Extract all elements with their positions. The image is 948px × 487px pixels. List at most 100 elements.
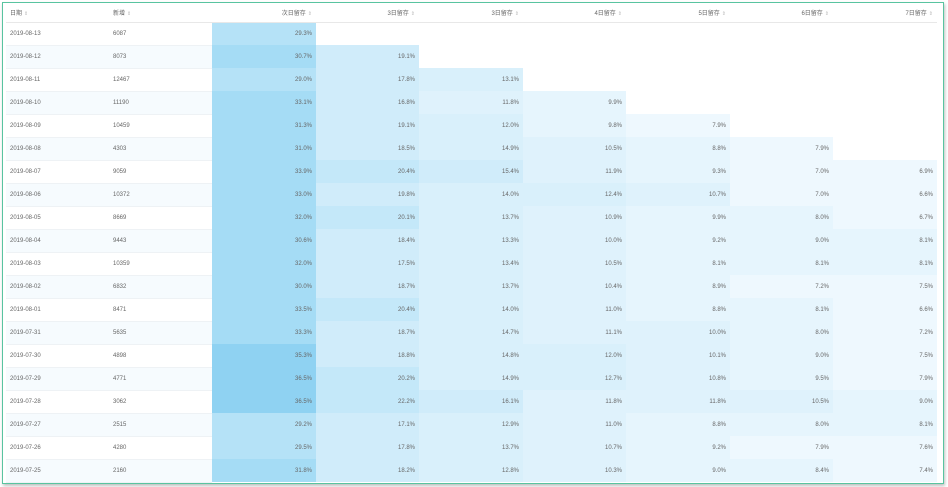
retention-cell: 22.2% xyxy=(316,390,419,413)
table-row[interactable]: 2019-08-08 4303 31.0% 18.5% 14.9% 10.5% 8.8% 7.… xyxy=(6,137,937,161)
table-row[interactable]: 2019-08-05 8669 32.0% 20.1% 13.7% 10.9% 9.9% 8.… xyxy=(6,206,937,230)
column-header[interactable]: 3日留存 ⇕ xyxy=(316,3,419,23)
table-row[interactable]: 2019-07-30 4898 35.3% 18.8% 14.8% 12.0% 10.1% 9… xyxy=(6,344,937,368)
retention-cell xyxy=(730,68,833,91)
sort-icon[interactable]: ⇕ xyxy=(410,10,415,17)
retention-cell xyxy=(833,22,937,45)
retention-cell xyxy=(419,45,523,68)
column-header[interactable]: 7日留存 ⇕ xyxy=(833,3,937,23)
retention-cell: 6.9% xyxy=(833,160,937,183)
retention-cell: 14.9% xyxy=(419,367,523,390)
date-cell: 2019-08-13 xyxy=(6,22,109,46)
sort-icon[interactable]: ⇕ xyxy=(307,10,312,17)
retention-cell: 13.1% xyxy=(419,68,523,91)
column-header[interactable]: 日期 ⇕ xyxy=(6,3,109,23)
table-row[interactable]: 2019-08-03 10359 32.0% 17.5% 13.4% 10.5% 8.1% 8… xyxy=(6,252,937,276)
table-row[interactable]: 2019-07-28 3062 36.5% 22.2% 16.1% 11.8% 11.8% 1… xyxy=(6,390,937,414)
sort-icon[interactable]: ⇕ xyxy=(514,10,519,17)
retention-cell xyxy=(316,22,419,45)
retention-cell: 31.0% xyxy=(212,137,316,160)
retention-cell: 9.9% xyxy=(523,91,626,114)
date-cell: 2019-08-12 xyxy=(6,45,109,69)
table-row[interactable]: 2019-08-13 6087 29.3% xyxy=(6,22,937,46)
retention-cell: 33.5% xyxy=(212,298,316,321)
table-row[interactable]: 2019-07-26 4280 29.5% 17.8% 13.7% 10.7% 9.2% 7.… xyxy=(6,436,937,460)
retention-cell: 9.0% xyxy=(730,344,833,367)
retention-cell: 14.0% xyxy=(419,298,523,321)
retention-cell: 12.8% xyxy=(419,459,523,482)
sort-icon[interactable]: ⇕ xyxy=(928,10,933,17)
retention-cell xyxy=(626,68,730,91)
retention-cell xyxy=(419,22,523,45)
retention-cell: 18.8% xyxy=(316,344,419,367)
retention-cell: 11.8% xyxy=(419,91,523,114)
sort-icon[interactable]: ⇕ xyxy=(24,10,29,17)
new-users-cell: 10359 xyxy=(109,252,212,276)
retention-cell: 18.5% xyxy=(316,137,419,160)
retention-cell xyxy=(523,45,626,68)
table-row[interactable]: 2019-07-31 5635 33.3% 18.7% 14.7% 11.1% 10.0% 8… xyxy=(6,321,937,345)
retention-cell: 8.1% xyxy=(626,252,730,275)
column-header[interactable]: 3日留存 ⇕ xyxy=(419,3,523,23)
column-header[interactable]: 6日留存 ⇕ xyxy=(730,3,833,23)
retention-cell: 35.3% xyxy=(212,344,316,367)
table-row[interactable]: 2019-08-11 12467 29.0% 17.8% 13.1% xyxy=(6,68,937,92)
column-header[interactable]: 4日留存 ⇕ xyxy=(523,3,626,23)
table-row[interactable]: 2019-08-10 11190 33.1% 16.8% 11.8% 9.9% xyxy=(6,91,937,115)
table-row[interactable]: 2019-08-02 6832 30.0% 18.7% 13.7% 10.4% 8.9% 7.… xyxy=(6,275,937,299)
date-cell: 2019-07-30 xyxy=(6,344,109,368)
column-header[interactable]: 5日留存 ⇕ xyxy=(626,3,730,23)
retention-cell: 8.8% xyxy=(626,413,730,436)
column-header-label: 日期 xyxy=(10,10,23,17)
retention-cell: 9.2% xyxy=(626,229,730,252)
retention-cell: 8.1% xyxy=(833,413,937,436)
sort-icon[interactable]: ⇕ xyxy=(824,10,829,17)
retention-table: 日期 ⇕ 新增 ⇕ 次日留存 ⇕ 3日留存 ⇕ 3日留存 ⇕ 4日留存 ⇕ 5日留存 ⇕ 6日留存 ⇕ 7日留存… xyxy=(6,3,937,483)
retention-cell: 17.8% xyxy=(316,68,419,91)
sort-icon[interactable]: ⇕ xyxy=(127,10,132,17)
retention-cell: 6.7% xyxy=(833,206,937,229)
retention-cell: 33.9% xyxy=(212,160,316,183)
retention-cell: 14.9% xyxy=(419,137,523,160)
table-row[interactable]: 2019-08-09 10459 31.3% 19.1% 12.0% 9.8% 7.9% xyxy=(6,114,937,138)
table-row[interactable]: 2019-08-07 9059 33.9% 20.4% 15.4% 11.9% 9.3% 7.… xyxy=(6,160,937,184)
retention-cell: 16.8% xyxy=(316,91,419,114)
table-row[interactable]: 2019-07-29 4771 36.5% 20.2% 14.9% 12.7% 10.8% 9… xyxy=(6,367,937,391)
column-header[interactable]: 新增 ⇕ xyxy=(109,3,212,23)
table-row[interactable]: 2019-07-25 2160 31.8% 18.2% 12.8% 10.3% 9.0% 8.… xyxy=(6,459,937,483)
retention-cell: 17.8% xyxy=(316,436,419,459)
retention-cell: 33.1% xyxy=(212,91,316,114)
retention-cell: 12.0% xyxy=(419,114,523,137)
retention-cell: 32.0% xyxy=(212,252,316,275)
retention-cell: 11.0% xyxy=(523,298,626,321)
retention-cell: 20.4% xyxy=(316,298,419,321)
retention-cell: 20.1% xyxy=(316,206,419,229)
new-users-cell: 9059 xyxy=(109,160,212,184)
retention-cell: 30.6% xyxy=(212,229,316,252)
retention-cell xyxy=(626,91,730,114)
sort-icon[interactable]: ⇕ xyxy=(721,10,726,17)
retention-cell: 8.8% xyxy=(626,298,730,321)
table-row[interactable]: 2019-08-12 8073 30.7% 19.1% xyxy=(6,45,937,69)
retention-cell xyxy=(626,45,730,68)
table-row[interactable]: 2019-08-04 9443 30.6% 18.4% 13.3% 10.0% 9.2% 9.… xyxy=(6,229,937,253)
retention-cell: 7.2% xyxy=(730,275,833,298)
date-cell: 2019-08-04 xyxy=(6,229,109,253)
table-row[interactable]: 2019-08-01 8471 33.5% 20.4% 14.0% 11.0% 8.8% 8.… xyxy=(6,298,937,322)
retention-cell: 31.8% xyxy=(212,459,316,482)
table-row[interactable]: 2019-08-06 10372 33.0% 19.8% 14.0% 12.4% 10.7%… xyxy=(6,183,937,207)
retention-cell xyxy=(523,22,626,45)
retention-cell: 11.8% xyxy=(626,390,730,413)
retention-cell: 18.7% xyxy=(316,275,419,298)
retention-cell: 9.0% xyxy=(626,459,730,482)
retention-cell: 9.3% xyxy=(626,160,730,183)
table-row[interactable]: 2019-07-27 2515 29.2% 17.1% 12.9% 11.0% 8.8% 8.… xyxy=(6,413,937,437)
new-users-cell: 9443 xyxy=(109,229,212,253)
retention-cell xyxy=(833,45,937,68)
column-header[interactable]: 次日留存 ⇕ xyxy=(212,3,316,23)
sort-icon[interactable]: ⇕ xyxy=(617,10,622,17)
retention-cell: 13.3% xyxy=(419,229,523,252)
new-users-cell: 4280 xyxy=(109,436,212,460)
retention-cell xyxy=(730,114,833,137)
date-cell: 2019-08-06 xyxy=(6,183,109,207)
